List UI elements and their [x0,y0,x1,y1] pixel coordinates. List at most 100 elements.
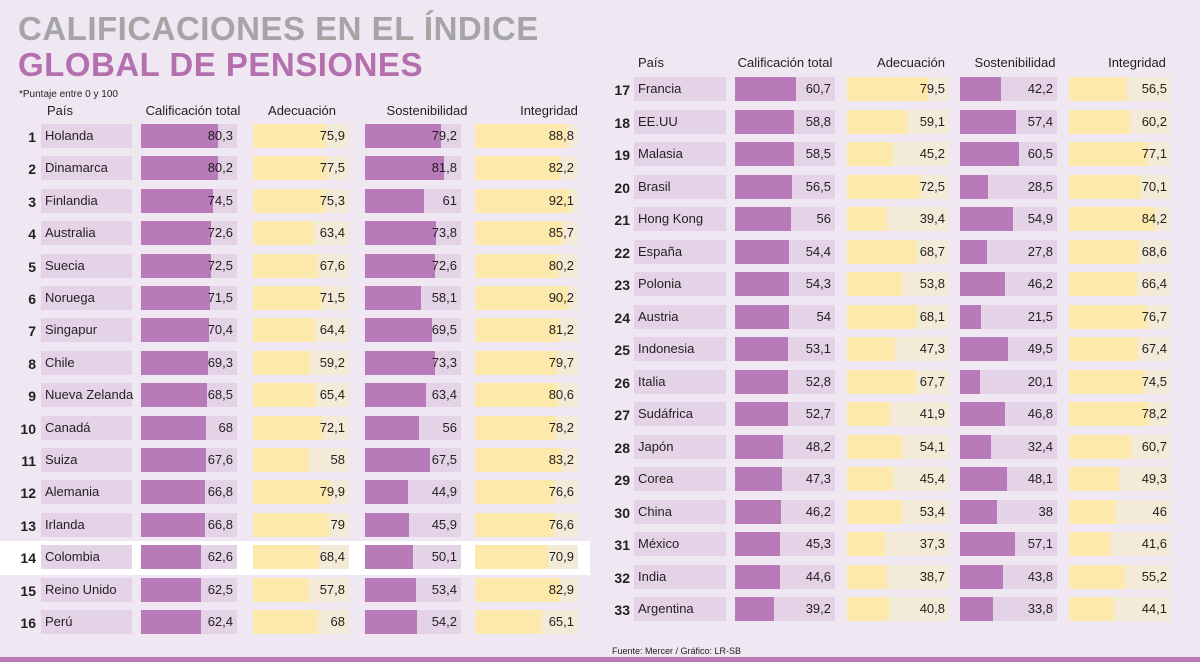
sustainability-cell: 46,2 [960,272,1057,296]
country-label: Italia [634,370,726,394]
total-cell: 53,1 [735,337,835,361]
integrity-value: 92,1 [548,193,574,208]
integrity-bar [1069,240,1139,264]
adequacy-cell: 59,1 [847,110,949,134]
integrity-cell: 67,4 [1069,337,1171,361]
rank-number: 11 [21,453,36,469]
adequacy-bar [847,500,902,524]
integrity-value: 80,6 [548,387,574,402]
total-value: 48,2 [805,439,831,454]
rank-number: 23 [614,277,630,293]
table-row: 26 Italia 52,8 67,7 20,1 74,5 [0,370,1200,396]
integrity-bar [475,578,561,602]
sustainability-bar [365,124,441,148]
sustainability-bar [960,435,992,459]
adequacy-value: 53,8 [919,276,945,291]
sustainability-cell: 79,2 [365,124,461,148]
integrity-bar [1069,565,1126,589]
table-row: 16 Perú 62,4 68 54,2 65,1 [0,610,1200,636]
adequacy-bar [847,175,921,199]
rank-number: 13 [20,518,36,534]
rank-number: 28 [614,440,630,456]
adequacy-bar [253,221,314,245]
total-cell: 66,8 [141,513,237,537]
integrity-cell: 82,2 [475,156,578,180]
integrity-cell: 77,1 [1069,142,1171,166]
integrity-cell: 78,2 [1069,402,1171,426]
total-cell: 69,3 [141,351,237,375]
sustainability-bar [365,221,436,245]
adequacy-cell: 59,2 [253,351,349,375]
sustainability-bar [365,156,444,180]
table-row: 29 Corea 47,3 45,4 48,1 49,3 [0,467,1200,493]
integrity-value: 79,7 [548,355,574,370]
integrity-value: 66,4 [1141,276,1167,291]
integrity-bar [1069,467,1120,491]
integrity-value: 78,2 [548,420,574,435]
adequacy-value: 45,4 [919,471,945,486]
sustainability-cell: 21,5 [960,305,1057,329]
country-label: Japón [634,435,726,459]
adequacy-value: 59,1 [919,114,945,129]
adequacy-bar [253,286,322,310]
total-bar [735,402,788,426]
total-value: 68 [218,420,233,435]
total-bar [735,110,794,134]
sustainability-bar [365,351,436,375]
table-row: 4 Australia 72,6 63,4 73,8 85,7 [0,221,1200,247]
integrity-bar [475,254,558,278]
sustainability-value: 81,8 [431,160,457,175]
adequacy-bar [847,272,902,296]
integrity-cell: 70,1 [1069,175,1171,199]
sustainability-bar [365,545,414,569]
adequacy-bar [847,77,929,101]
total-cell: 74,5 [141,189,237,213]
integrity-cell: 60,2 [1069,110,1171,134]
country-label: Dinamarca [41,156,132,180]
header-total-p1: Calificación total [145,103,241,118]
country-label: Singapur [41,318,132,342]
table-row: 30 China 46,2 53,4 38 46 [0,500,1200,526]
adequacy-value: 72,5 [919,179,945,194]
sustainability-bar [960,305,981,329]
rank-number: 30 [614,505,630,521]
rank-number: 16 [20,615,36,631]
rank-number: 9 [28,388,36,404]
total-value: 70,4 [207,322,233,337]
adequacy-value: 68,1 [919,309,945,324]
adequacy-cell: 72,5 [847,175,949,199]
integrity-value: 85,7 [548,225,574,240]
total-cell: 46,2 [735,500,835,524]
integrity-value: 88,8 [548,128,574,143]
table-row: 28 Japón 48,2 54,1 32,4 60,7 [0,435,1200,461]
adequacy-bar [847,435,903,459]
sustainability-bar [365,286,421,310]
integrity-value: 46 [1152,504,1167,519]
sustainability-value: 72,6 [431,258,457,273]
sustainability-value: 54,9 [1027,211,1053,226]
integrity-cell: 55,2 [1069,565,1171,589]
total-bar [141,156,218,180]
country-label: Nueva Zelanda [41,383,133,407]
table-row: 24 Austria 54 68,1 21,5 76,7 [0,305,1200,331]
sustainability-cell: 61 [365,189,461,213]
sustainability-cell: 56 [365,416,461,440]
rank-number: 3 [28,194,36,210]
integrity-value: 56,5 [1141,81,1167,96]
total-value: 68,5 [207,387,233,402]
sustainability-cell: 48,1 [960,467,1057,491]
integrity-cell: 76,7 [1069,305,1171,329]
sustainability-value: 54,2 [431,614,457,629]
integrity-cell: 76,6 [475,480,578,504]
total-bar [735,467,783,491]
integrity-bar [475,545,548,569]
total-cell: 48,2 [735,435,835,459]
integrity-value: 74,5 [1141,374,1167,389]
adequacy-value: 79 [330,517,345,532]
adequacy-value: 63,4 [319,225,345,240]
sustainability-bar [365,254,435,278]
integrity-value: 82,2 [548,160,574,175]
rank-number: 24 [614,310,630,326]
adequacy-cell: 75,9 [253,124,349,148]
header-integrity-p2: Integridad [1108,55,1166,70]
